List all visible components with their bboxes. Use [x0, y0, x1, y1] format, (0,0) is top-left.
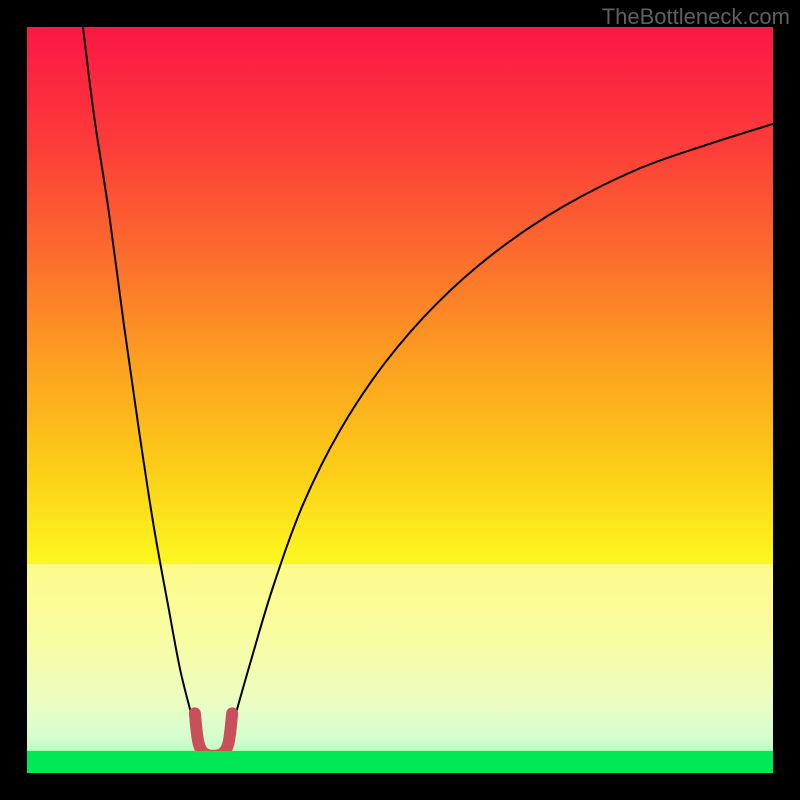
pale-band — [27, 564, 773, 751]
green-baseline-band — [27, 751, 773, 773]
chart-plot — [27, 27, 773, 773]
watermark-text: TheBottleneck.com — [602, 4, 790, 30]
